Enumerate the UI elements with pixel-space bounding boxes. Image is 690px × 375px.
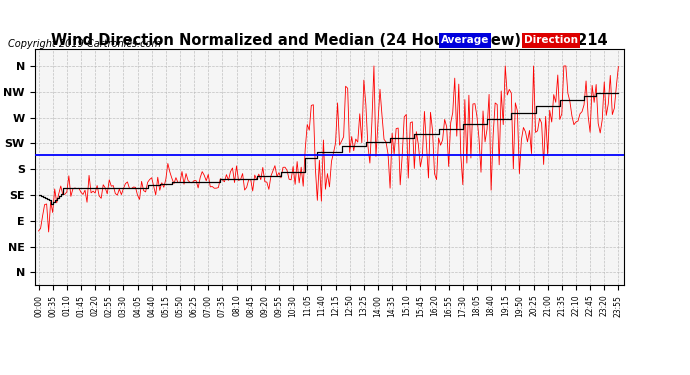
Title: Wind Direction Normalized and Median (24 Hours) (New) 20190214: Wind Direction Normalized and Median (24… xyxy=(51,33,608,48)
Text: Copyright 2019 Cartronics.com: Copyright 2019 Cartronics.com xyxy=(8,39,161,50)
Text: Direction: Direction xyxy=(524,36,578,45)
Text: Average: Average xyxy=(441,36,489,45)
